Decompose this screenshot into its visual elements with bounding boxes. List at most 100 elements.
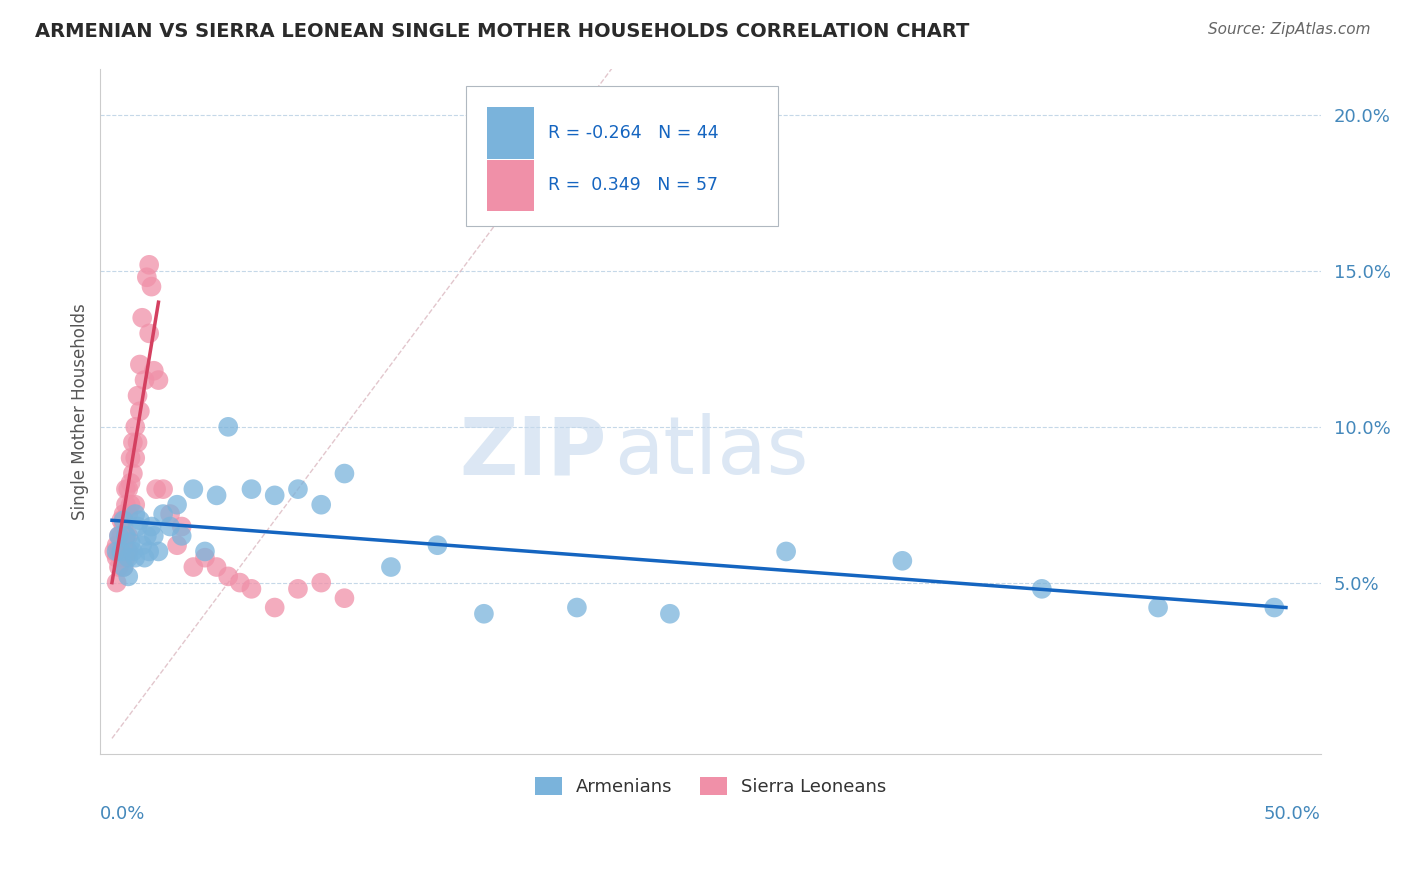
- Point: [183, 482, 205, 496]
- Point: [110, 544, 132, 558]
- Point: [128, 358, 150, 372]
- Point: [166, 498, 188, 512]
- Y-axis label: Single Mother Households: Single Mother Households: [72, 303, 89, 520]
- Point: [142, 364, 165, 378]
- Point: [229, 575, 252, 590]
- Point: [287, 482, 309, 496]
- Point: [1263, 600, 1285, 615]
- Point: [141, 519, 163, 533]
- Point: [117, 544, 139, 558]
- Point: [141, 279, 163, 293]
- Point: [120, 475, 142, 490]
- FancyBboxPatch shape: [467, 86, 778, 227]
- Point: [217, 419, 239, 434]
- Point: [131, 310, 153, 325]
- Point: [112, 519, 135, 533]
- Point: [194, 544, 217, 558]
- Point: [152, 482, 174, 496]
- Point: [240, 582, 263, 596]
- Point: [112, 560, 135, 574]
- Point: [138, 544, 160, 558]
- Point: [138, 258, 160, 272]
- Point: [105, 575, 128, 590]
- Point: [891, 554, 914, 568]
- Point: [134, 550, 156, 565]
- Point: [122, 544, 145, 558]
- Point: [263, 488, 285, 502]
- Point: [112, 513, 135, 527]
- Point: [108, 529, 131, 543]
- Point: [128, 513, 150, 527]
- Point: [152, 507, 174, 521]
- Point: [105, 538, 128, 552]
- Point: [122, 467, 145, 481]
- Point: [134, 373, 156, 387]
- Text: 50.0%: 50.0%: [1264, 805, 1320, 823]
- Text: atlas: atlas: [614, 413, 808, 491]
- Point: [138, 326, 160, 341]
- Point: [117, 507, 139, 521]
- Point: [148, 544, 170, 558]
- Point: [115, 529, 138, 543]
- Point: [1031, 582, 1053, 596]
- Point: [145, 482, 167, 496]
- Point: [117, 569, 139, 583]
- Text: Source: ZipAtlas.com: Source: ZipAtlas.com: [1208, 22, 1371, 37]
- Point: [124, 419, 146, 434]
- Point: [131, 538, 153, 552]
- Text: R = -0.264   N = 44: R = -0.264 N = 44: [548, 124, 718, 142]
- Point: [263, 600, 285, 615]
- Point: [142, 529, 165, 543]
- Point: [120, 450, 142, 465]
- Legend: Armenians, Sierra Leoneans: Armenians, Sierra Leoneans: [527, 770, 894, 803]
- Point: [120, 498, 142, 512]
- Point: [333, 467, 356, 481]
- Point: [112, 507, 135, 521]
- Point: [333, 591, 356, 606]
- Point: [124, 550, 146, 565]
- Point: [127, 435, 149, 450]
- Point: [170, 529, 193, 543]
- Text: ZIP: ZIP: [460, 413, 607, 491]
- Point: [309, 498, 332, 512]
- Point: [1147, 600, 1170, 615]
- Point: [124, 498, 146, 512]
- Point: [380, 560, 402, 574]
- Point: [426, 538, 449, 552]
- Point: [240, 482, 263, 496]
- Point: [309, 575, 332, 590]
- Point: [205, 560, 228, 574]
- Point: [472, 607, 495, 621]
- Point: [166, 538, 188, 552]
- Point: [565, 600, 588, 615]
- Point: [287, 582, 309, 596]
- Point: [108, 544, 131, 558]
- Point: [120, 535, 142, 549]
- Point: [110, 513, 132, 527]
- Point: [205, 488, 228, 502]
- Point: [124, 450, 146, 465]
- Point: [117, 529, 139, 543]
- FancyBboxPatch shape: [488, 160, 534, 211]
- Point: [135, 529, 157, 543]
- Point: [110, 544, 132, 558]
- Point: [128, 404, 150, 418]
- Point: [105, 550, 128, 565]
- Point: [108, 529, 131, 543]
- FancyBboxPatch shape: [488, 108, 534, 159]
- Point: [117, 482, 139, 496]
- Point: [194, 550, 217, 565]
- Point: [159, 507, 181, 521]
- Point: [148, 373, 170, 387]
- Point: [183, 560, 205, 574]
- Point: [217, 569, 239, 583]
- Point: [658, 607, 681, 621]
- Point: [110, 529, 132, 543]
- Point: [127, 519, 149, 533]
- Point: [127, 389, 149, 403]
- Point: [105, 544, 128, 558]
- Point: [117, 550, 139, 565]
- Point: [159, 519, 181, 533]
- Point: [108, 560, 131, 574]
- Point: [124, 507, 146, 521]
